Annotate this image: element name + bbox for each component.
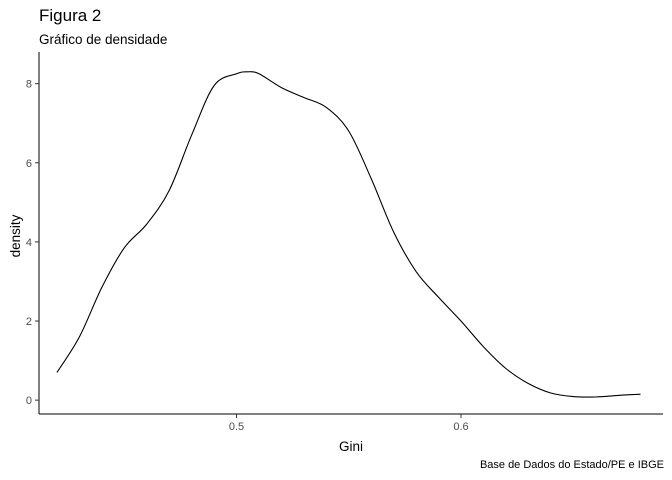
density-line [56,71,641,398]
y-tick-label: 2 [26,316,32,328]
chart-subtitle: Gráfico de densidade [39,32,168,47]
y-tick-label: 4 [26,237,32,249]
x-tick-label: 0.5 [229,421,244,433]
y-tick-label: 8 [26,79,32,91]
x-axis-title: Gini [339,439,363,454]
x-tick-label: 0.6 [453,421,468,433]
y-axis-title: density [8,214,23,257]
ticks: 0 2 4 6 8 0.5 0.6 [26,79,469,433]
chart-title: Figura 2 [39,6,102,25]
axes [38,52,663,415]
y-tick-label: 6 [26,158,32,170]
chart-caption: Base de Dados do Estado/PE e IBGE [479,459,664,471]
y-tick-label: 0 [26,395,32,407]
